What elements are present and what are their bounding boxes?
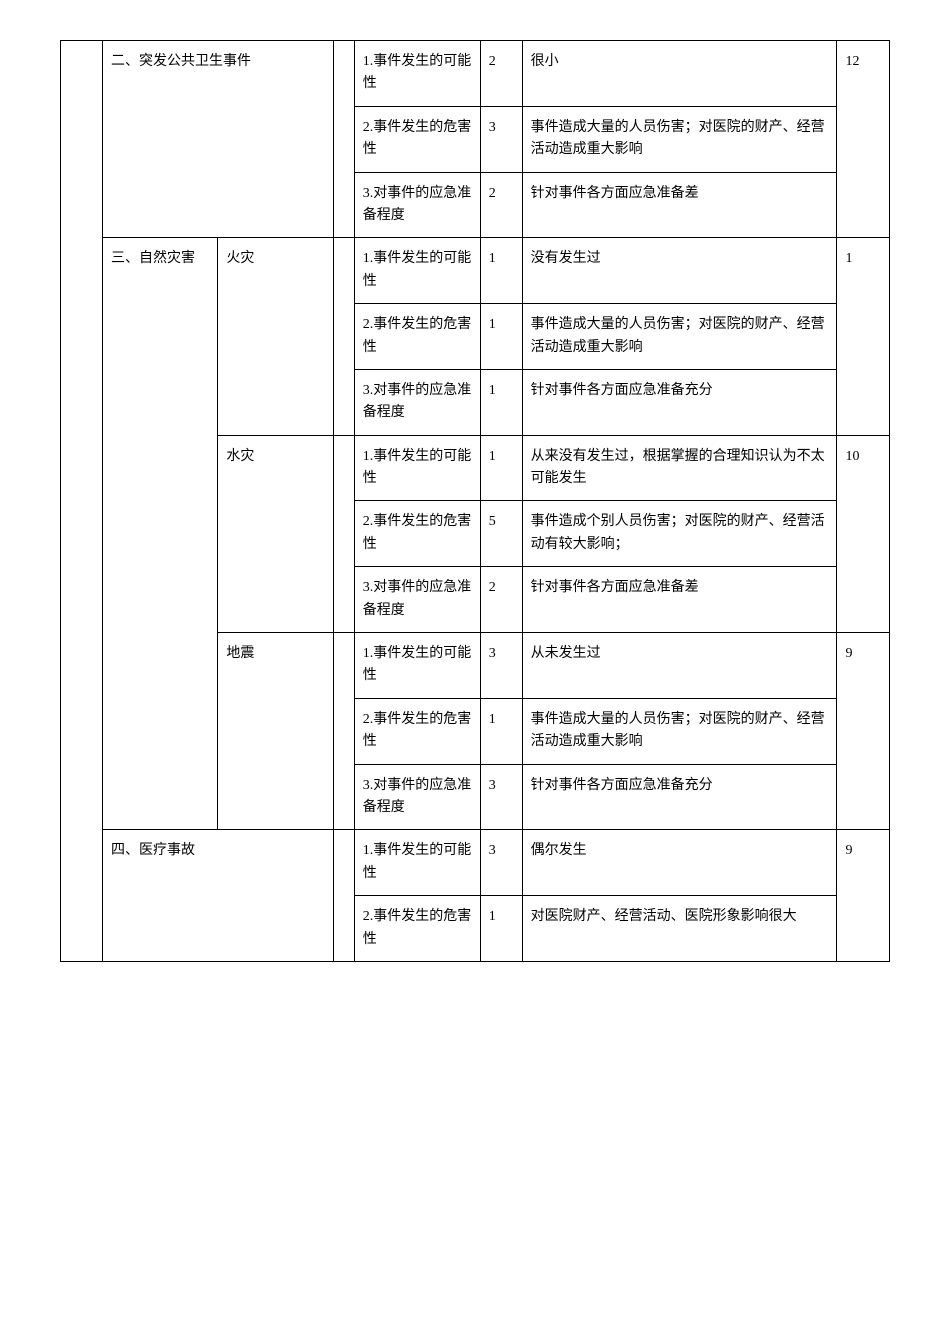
item-cell: 1.事件发生的可能性 [354,830,480,896]
desc-cell: 针对事件各方面应急准备充分 [522,764,837,830]
score-cell: 2 [480,41,522,107]
total-cell: 9 [837,633,890,830]
item-cell: 3.对事件的应急准备程度 [354,567,480,633]
item-cell: 1.事件发生的可能性 [354,238,480,304]
table-row: 三、自然灾害 火灾 1.事件发生的可能性 1 没有发生过 1 [61,238,890,304]
desc-cell: 事件造成个别人员伤害；对医院的财产、经营活动有较大影响； [522,501,837,567]
item-cell: 3.对事件的应急准备程度 [354,369,480,435]
gap-cell [333,435,354,632]
score-cell: 2 [480,567,522,633]
blank-cell [61,41,103,962]
item-cell: 3.对事件的应急准备程度 [354,764,480,830]
item-cell: 1.事件发生的可能性 [354,633,480,699]
item-cell: 3.对事件的应急准备程度 [354,172,480,238]
score-cell: 1 [480,896,522,962]
score-cell: 3 [480,830,522,896]
desc-cell: 从未发生过 [522,633,837,699]
score-cell: 2 [480,172,522,238]
item-cell: 2.事件发生的危害性 [354,106,480,172]
desc-cell: 对医院财产、经营活动、医院形象影响很大 [522,896,837,962]
score-cell: 1 [480,304,522,370]
score-cell: 3 [480,106,522,172]
desc-cell: 针对事件各方面应急准备差 [522,172,837,238]
item-cell: 2.事件发生的危害性 [354,698,480,764]
gap-cell [333,633,354,830]
category-cell: 二、突发公共卫生事件 [102,41,333,238]
desc-cell: 事件造成大量的人员伤害；对医院的财产、经营活动造成重大影响 [522,698,837,764]
total-cell: 9 [837,830,890,962]
desc-cell: 从来没有发生过，根据掌握的合理知识认为不太可能发生 [522,435,837,501]
desc-cell: 针对事件各方面应急准备充分 [522,369,837,435]
table-row: 二、突发公共卫生事件 1.事件发生的可能性 2 很小 12 [61,41,890,107]
item-cell: 2.事件发生的危害性 [354,896,480,962]
subcategory-cell: 水灾 [218,435,333,632]
total-cell: 1 [837,238,890,435]
desc-cell: 没有发生过 [522,238,837,304]
table-row: 四、医疗事故 1.事件发生的可能性 3 偶尔发生 9 [61,830,890,896]
desc-cell: 很小 [522,41,837,107]
subcategory-cell: 地震 [218,633,333,830]
score-cell: 3 [480,633,522,699]
score-cell: 1 [480,698,522,764]
score-cell: 1 [480,238,522,304]
score-cell: 1 [480,369,522,435]
desc-cell: 事件造成大量的人员伤害；对医院的财产、经营活动造成重大影响 [522,304,837,370]
item-cell: 2.事件发生的危害性 [354,304,480,370]
score-cell: 1 [480,435,522,501]
total-cell: 10 [837,435,890,632]
risk-assessment-table: 二、突发公共卫生事件 1.事件发生的可能性 2 很小 12 2.事件发生的危害性… [60,40,890,962]
item-cell: 2.事件发生的危害性 [354,501,480,567]
category-cell: 三、自然灾害 [102,238,217,830]
desc-cell: 事件造成大量的人员伤害；对医院的财产、经营活动造成重大影响 [522,106,837,172]
total-cell: 12 [837,41,890,238]
item-cell: 1.事件发生的可能性 [354,41,480,107]
score-cell: 5 [480,501,522,567]
score-cell: 3 [480,764,522,830]
desc-cell: 偶尔发生 [522,830,837,896]
item-cell: 1.事件发生的可能性 [354,435,480,501]
gap-cell [333,41,354,238]
category-cell: 四、医疗事故 [102,830,333,962]
gap-cell [333,830,354,962]
desc-cell: 针对事件各方面应急准备差 [522,567,837,633]
gap-cell [333,238,354,435]
subcategory-cell: 火灾 [218,238,333,435]
